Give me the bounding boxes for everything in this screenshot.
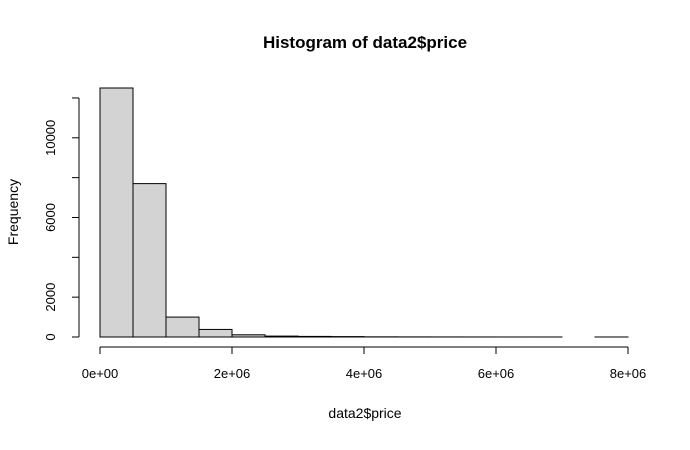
y-tick-label-3: 10000 xyxy=(43,120,58,156)
histogram-bar-3 xyxy=(199,329,232,337)
x-tick-label-2: 4e+06 xyxy=(346,366,383,381)
x-tick-label-4: 8e+06 xyxy=(610,366,647,381)
x-axis: 0e+00 2e+06 4e+06 6e+06 8e+06 xyxy=(82,347,647,381)
y-axis-label: Frequency xyxy=(5,179,21,245)
histogram-bar-0 xyxy=(100,88,133,337)
x-tick-label-0: 0e+00 xyxy=(82,366,119,381)
y-tick-label-1: 2000 xyxy=(43,283,58,312)
y-axis: 0 2000 6000 10000 xyxy=(43,98,79,341)
x-tick-label-3: 6e+06 xyxy=(478,366,515,381)
y-tick-label-2: 6000 xyxy=(43,203,58,232)
histogram-bars xyxy=(100,88,628,337)
chart-title: Histogram of data2$price xyxy=(263,33,467,52)
histogram-bar-2 xyxy=(166,317,199,337)
histogram-bar-5 xyxy=(265,336,298,337)
y-tick-label-0: 0 xyxy=(43,333,58,340)
histogram-bar-4 xyxy=(232,335,265,337)
x-axis-label: data2$price xyxy=(328,405,401,421)
x-tick-label-1: 2e+06 xyxy=(214,366,251,381)
histogram-bar-1 xyxy=(133,184,166,337)
histogram-bar-6 xyxy=(298,336,331,337)
